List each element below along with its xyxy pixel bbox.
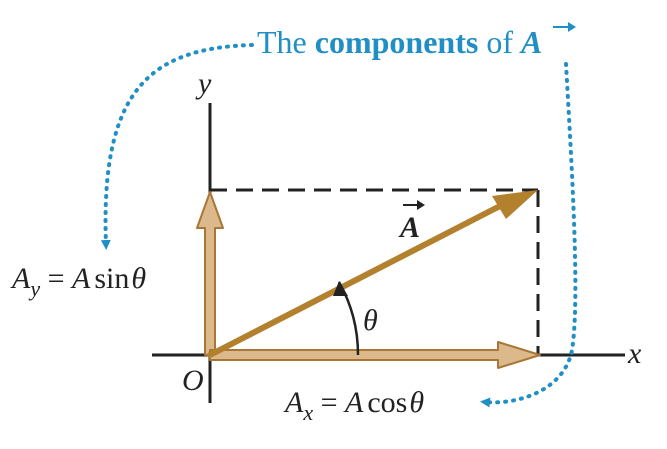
caption-title: The components of A [257, 24, 542, 60]
ay-component-arrow [196, 191, 224, 356]
angle-theta-label: θ [363, 304, 378, 337]
ax-component-arrow [209, 341, 541, 369]
x-axis-label: x [627, 337, 642, 370]
callout-to-ax [480, 62, 578, 408]
vector-a-label: A [398, 211, 420, 244]
y-axis-label: y [195, 67, 212, 100]
vector-a-shaft [207, 203, 503, 358]
callout-to-ay [100, 43, 254, 250]
caption-vector-arrow [553, 22, 576, 32]
origin-label: O [182, 364, 204, 397]
vector-a-label-arrow [403, 200, 425, 210]
vector-a-head [492, 190, 538, 219]
angle-arc-arrowhead [333, 281, 348, 296]
